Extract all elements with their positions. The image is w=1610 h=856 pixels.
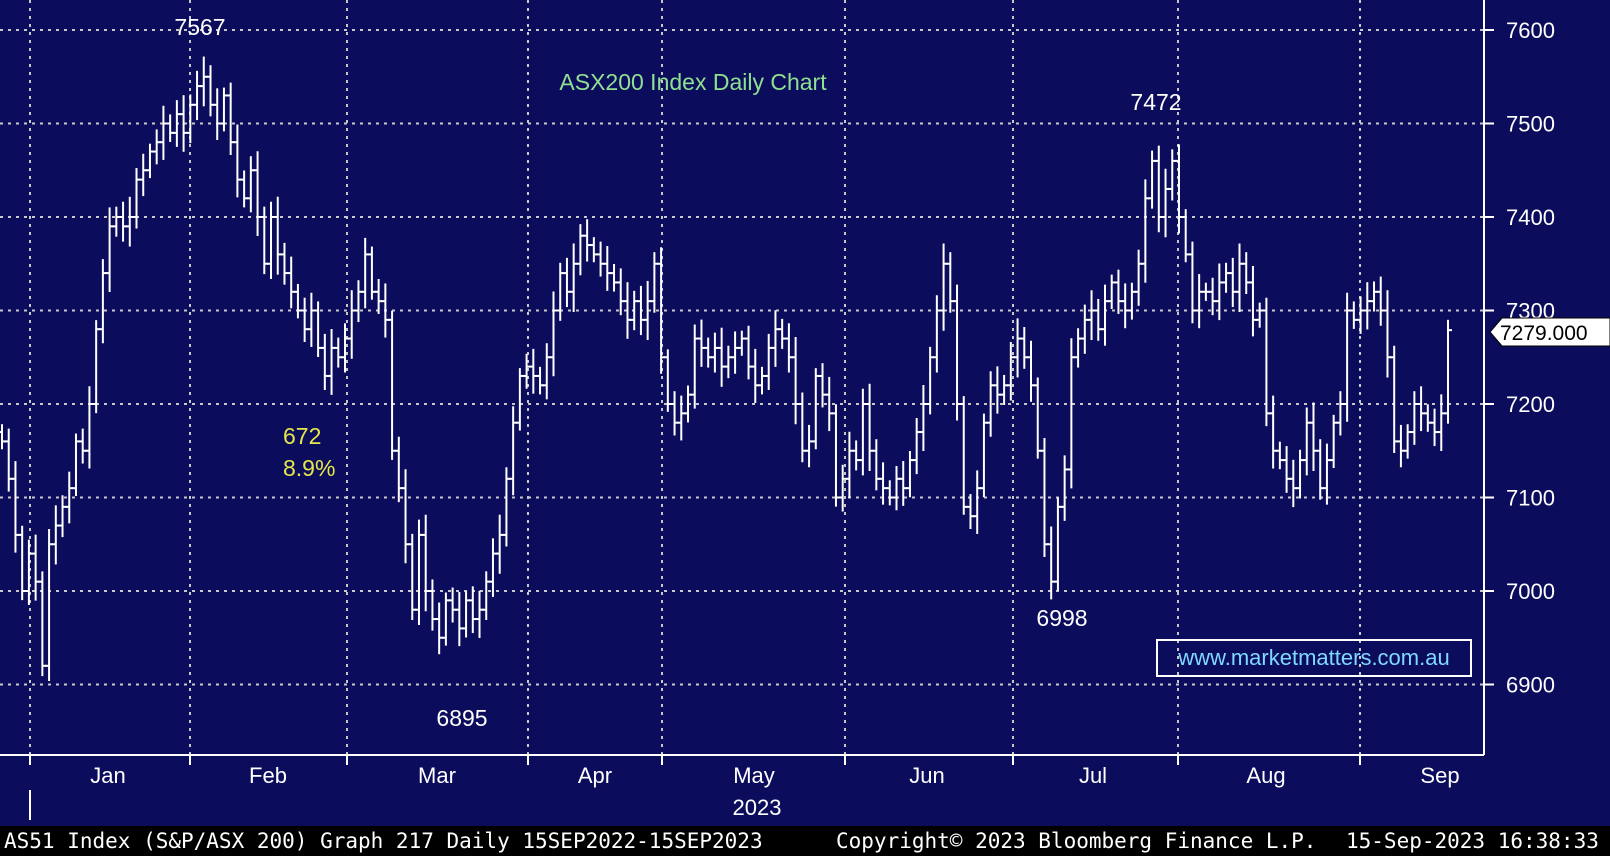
- grid: [0, 0, 1484, 755]
- x-tick-label: Feb: [249, 763, 287, 788]
- footer-index-info: AS51 Index (S&P/ASX 200) Graph 217 Daily…: [4, 829, 763, 853]
- x-tick-label: Apr: [578, 763, 612, 788]
- annotation-label: 672: [283, 423, 321, 449]
- y-tick-label: 7500: [1506, 112, 1555, 137]
- x-tick-label: Jun: [909, 763, 944, 788]
- x-tick-label: Sep: [1420, 763, 1459, 788]
- x-axis: Jan Feb Mar Apr May Jun Jul Aug Sep 2023: [0, 754, 1484, 820]
- y-tick-label: 7600: [1506, 18, 1555, 43]
- footer-timestamp: 15-Sep-2023 16:38:33: [1346, 829, 1599, 853]
- last-price-label: 7279.000: [1500, 322, 1588, 345]
- x-tick-label: Aug: [1246, 763, 1285, 788]
- last-price-marker: 7279.000: [1489, 317, 1610, 347]
- x-tick-label: Jul: [1079, 763, 1107, 788]
- y-tick-label: 7200: [1506, 392, 1555, 417]
- chart-title: ASX200 Index Daily Chart: [559, 69, 827, 95]
- annotation-label: 7567: [174, 14, 225, 40]
- annotation-label: 8.9%: [283, 455, 335, 481]
- footer-bar: AS51 Index (S&P/ASX 200) Graph 217 Daily…: [0, 826, 1610, 856]
- annotation-label: 6895: [436, 705, 487, 731]
- annotations: 7567 7472 6998 6895 672 8.9%: [174, 14, 1181, 731]
- annotation-label: 7472: [1130, 89, 1181, 115]
- price-bar: [1444, 319, 1452, 424]
- x-tick-label: May: [733, 763, 775, 788]
- x-year-label: 2023: [733, 795, 782, 820]
- y-tick-label: 6900: [1506, 673, 1555, 698]
- y-tick-label: 7000: [1506, 579, 1555, 604]
- y-tick-label: 7100: [1506, 486, 1555, 511]
- footer-copyright: Copyright© 2023 Bloomberg Finance L.P.: [836, 829, 1317, 853]
- y-tick-label: 7400: [1506, 205, 1555, 230]
- x-tick-label: Mar: [418, 763, 456, 788]
- price-bars: [0, 56, 1452, 682]
- annotation-label: 6998: [1036, 605, 1087, 631]
- watermark-text: www.marketmatters.com.au: [1177, 645, 1449, 670]
- watermark: www.marketmatters.com.au: [1156, 639, 1472, 677]
- x-tick-label: Jan: [90, 763, 125, 788]
